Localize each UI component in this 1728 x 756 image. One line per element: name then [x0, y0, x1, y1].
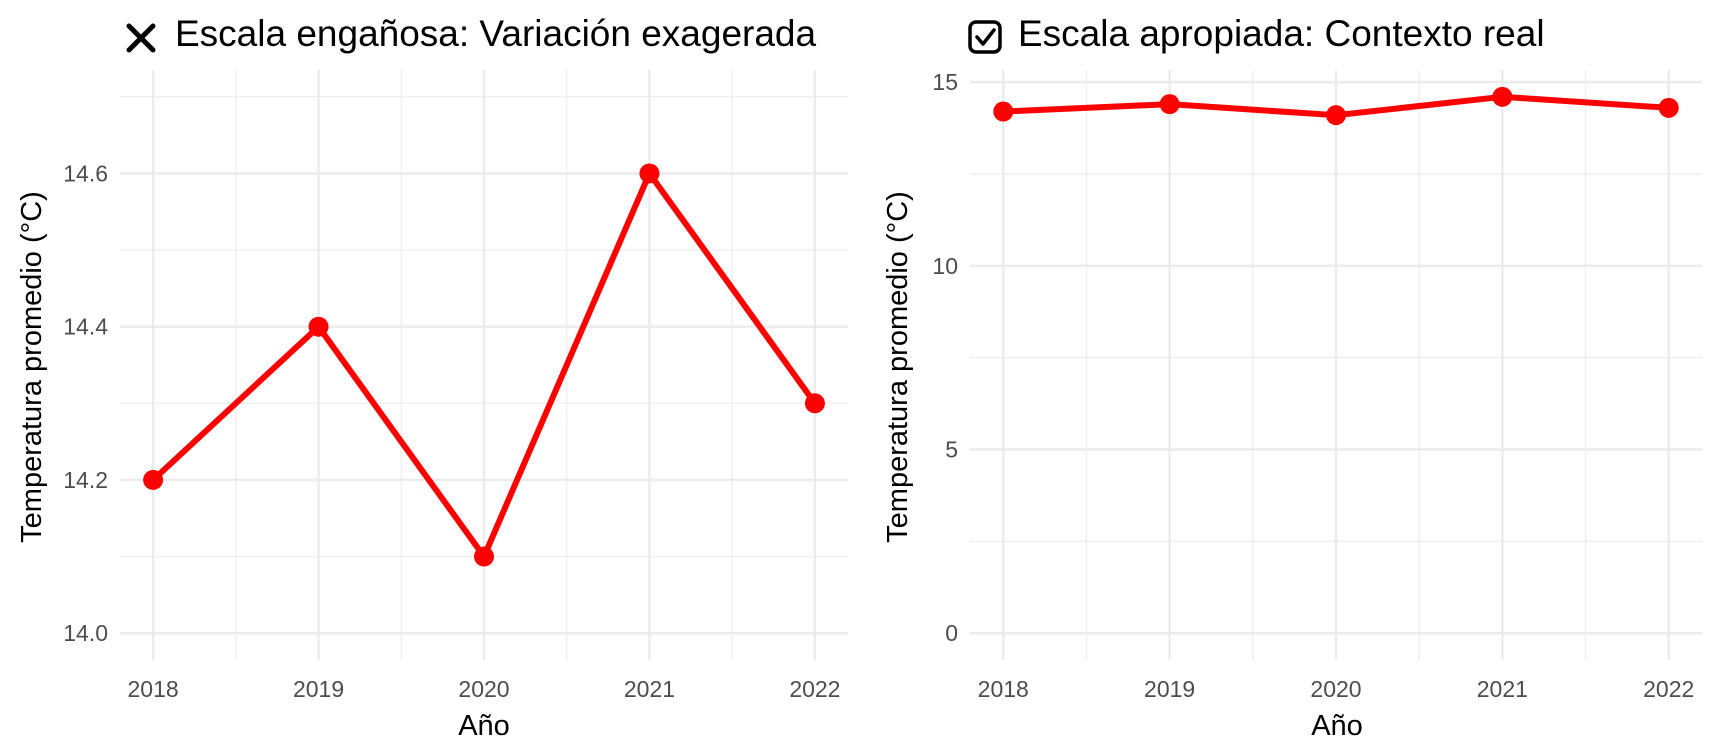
x-tick-label: 2022 — [1643, 676, 1694, 702]
y-tick-label: 5 — [945, 436, 958, 462]
data-point — [1159, 94, 1180, 115]
x-tick-label: 2020 — [458, 676, 509, 702]
x-tick-label: 2018 — [978, 676, 1029, 702]
data-point — [1658, 97, 1679, 118]
x-tick-label: 2022 — [789, 676, 840, 702]
panel-2-title: Escala apropiada: Contexto real — [1018, 13, 1545, 54]
data-point — [993, 101, 1014, 122]
panel-misleading-scale: Escala engañosa: Variación exagerada 14.… — [16, 13, 848, 742]
panel-2-series — [993, 86, 1679, 126]
panel-1-y-axis-label: Temperatura promedio (°C) — [16, 191, 48, 543]
panel-1-title: Escala engañosa: Variación exagerada — [175, 13, 817, 54]
panel-2-y-axis-label: Temperatura promedio (°C) — [882, 191, 914, 543]
y-tick-label: 14.2 — [63, 467, 108, 493]
checkbox-checked-icon — [968, 20, 1002, 54]
y-tick-label: 10 — [932, 253, 958, 279]
panel-2-x-ticks: 2018 2019 2020 2021 2022 — [978, 676, 1695, 702]
data-point — [1326, 105, 1346, 126]
x-tick-label: 2021 — [624, 676, 675, 702]
panel-2-title-group: Escala apropiada: Contexto real — [968, 13, 1545, 54]
data-point — [1492, 86, 1513, 107]
data-point — [804, 393, 825, 414]
y-tick-label: 14.6 — [63, 160, 108, 186]
x-tick-label: 2021 — [1477, 676, 1528, 702]
data-point — [143, 469, 164, 490]
panel-1-x-ticks: 2018 2019 2020 2021 2022 — [128, 676, 841, 702]
panel-2-x-axis-label: Año — [1311, 710, 1363, 742]
y-tick-label: 14.4 — [63, 314, 108, 340]
x-tick-label: 2019 — [1144, 676, 1195, 702]
y-tick-label: 14.0 — [63, 620, 108, 646]
panel-appropriate-scale: Escala apropiada: Contexto real 0 5 10 15 2… — [882, 13, 1702, 742]
panel-2-gridlines — [970, 70, 1702, 660]
cross-icon — [126, 23, 156, 53]
panel-2-y-ticks: 0 5 10 15 — [932, 69, 958, 646]
data-point — [308, 316, 329, 337]
y-tick-label: 0 — [945, 620, 958, 646]
panel-1-series — [143, 163, 825, 567]
x-tick-label: 2020 — [1310, 676, 1361, 702]
x-tick-label: 2018 — [128, 676, 179, 702]
panel-1-x-axis-label: Año — [458, 710, 510, 742]
x-tick-label: 2019 — [293, 676, 344, 702]
data-point — [474, 546, 494, 567]
panel-1-y-ticks: 14.0 14.2 14.4 14.6 — [63, 160, 108, 646]
panel-1-gridlines — [120, 70, 848, 660]
y-tick-label: 15 — [932, 69, 958, 95]
data-point — [639, 163, 660, 184]
panel-1-title-group: Escala engañosa: Variación exagerada — [126, 13, 817, 54]
